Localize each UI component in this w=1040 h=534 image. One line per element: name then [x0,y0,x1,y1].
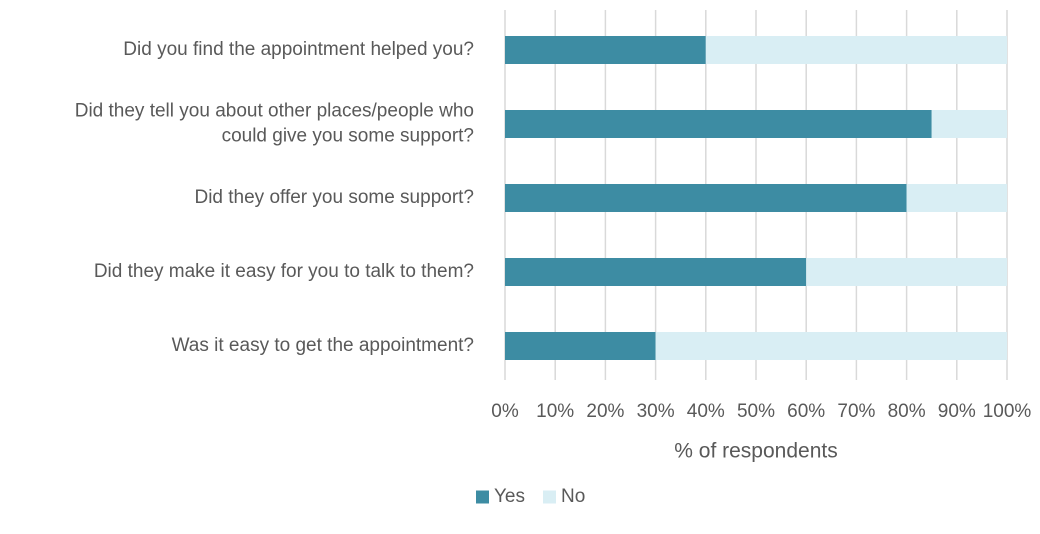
bar-no-2 [906,184,1007,212]
category-label-3: Did they make it easy for you to talk to… [94,261,474,282]
legend-label-no: No [561,486,585,507]
x-tick-label-8: 80% [888,401,926,422]
category-label-4: Was it easy to get the appointment? [172,335,474,356]
legend-swatch-yes [476,490,489,504]
x-tick-label-7: 70% [837,401,875,422]
x-tick-label-5: 50% [737,401,775,422]
legend-label-yes: Yes [494,486,525,507]
x-tick-labels: 0% 10% 20% 30% 40% 50% 60% 70% 80% 90% 100% [491,401,1031,422]
x-tick-label-6: 60% [787,401,825,422]
bar-no-3 [806,258,1007,286]
bar-yes-1 [505,110,932,138]
bar-no-4 [655,332,1007,360]
x-axis-title: % of respondents [674,440,837,463]
x-tick-label-0: 0% [491,401,519,422]
category-label-1-line-0: Did they tell you about other places/peo… [75,101,474,122]
x-tick-label-4: 40% [687,401,725,422]
category-label-2: Did they offer you some support? [194,187,474,208]
x-tick-label-9: 90% [938,401,976,422]
x-tick-label-3: 30% [637,401,675,422]
category-label-0: Did you find the appointment helped you? [123,39,474,60]
bar-yes-0 [505,36,706,64]
x-tick-label-10: 100% [983,401,1032,422]
legend: Yes No [476,486,585,507]
x-tick-label-2: 20% [586,401,624,422]
bar-no-0 [705,36,1007,64]
bar-yes-3 [505,258,807,286]
bars [505,36,1007,360]
x-tick-label-1: 10% [536,401,574,422]
bar-no-1 [931,110,1007,138]
bar-yes-2 [505,184,907,212]
bar-yes-4 [505,332,656,360]
category-labels: Did you find the appointment helped you?… [75,39,474,356]
legend-swatch-no [543,490,556,504]
category-label-1-line-1: could give you some support? [222,126,474,147]
